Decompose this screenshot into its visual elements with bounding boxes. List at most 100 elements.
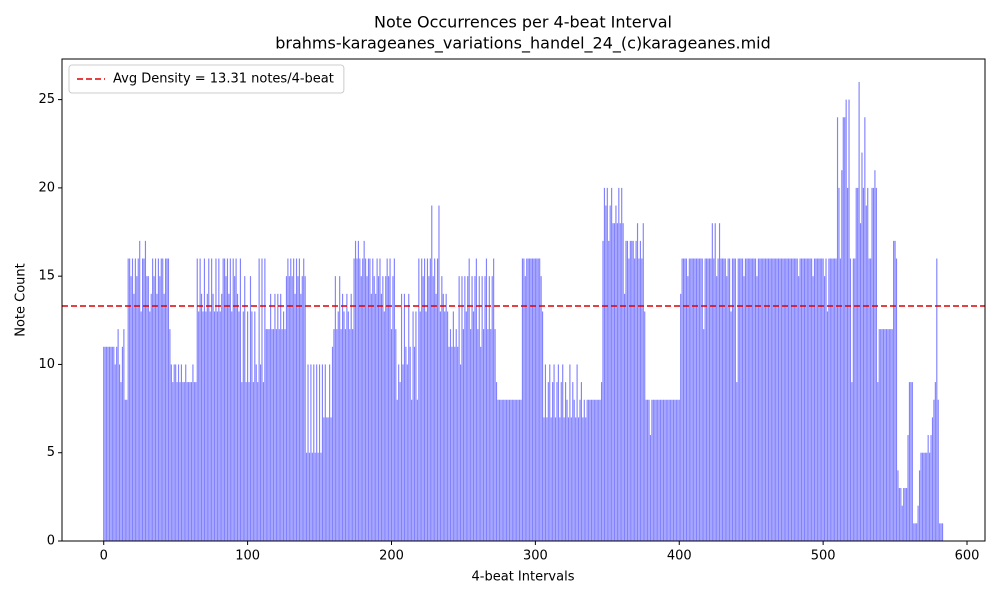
bar xyxy=(854,258,856,541)
bar xyxy=(366,276,368,541)
bar xyxy=(857,187,859,541)
bar xyxy=(495,382,498,541)
bar xyxy=(270,293,272,541)
bar xyxy=(287,258,289,541)
bar xyxy=(241,382,243,541)
bar xyxy=(608,240,610,541)
bar xyxy=(809,258,811,541)
bar xyxy=(765,258,767,541)
bar xyxy=(701,258,703,541)
bar xyxy=(894,240,896,541)
bar xyxy=(792,258,794,541)
bar xyxy=(694,258,696,541)
bar xyxy=(672,399,675,541)
bar xyxy=(606,187,608,541)
bar xyxy=(488,276,490,541)
bar xyxy=(363,240,365,541)
bar xyxy=(877,382,879,541)
bar xyxy=(421,258,423,541)
bar xyxy=(438,205,440,542)
bar xyxy=(494,329,496,541)
bar xyxy=(789,258,791,541)
bar xyxy=(484,276,486,541)
bar xyxy=(882,329,885,541)
bar xyxy=(716,276,718,541)
bar xyxy=(805,258,807,541)
bar xyxy=(283,311,285,541)
bar xyxy=(822,258,824,541)
bar xyxy=(120,382,122,541)
bar xyxy=(232,258,234,541)
bar xyxy=(737,258,739,541)
bar xyxy=(524,276,526,541)
bar xyxy=(540,276,542,541)
bar xyxy=(599,399,601,541)
bar xyxy=(920,452,922,541)
bar xyxy=(544,364,547,541)
bar xyxy=(622,223,624,541)
bar xyxy=(662,399,665,541)
bar xyxy=(216,311,218,541)
bar xyxy=(198,311,200,541)
bar xyxy=(898,488,900,541)
bar xyxy=(706,258,708,541)
bar xyxy=(386,258,388,541)
bar xyxy=(359,258,361,541)
bar xyxy=(337,311,339,541)
bar xyxy=(294,293,296,541)
bar xyxy=(280,293,282,541)
bar xyxy=(823,276,826,541)
bar xyxy=(704,258,706,541)
bar xyxy=(281,329,283,541)
bar xyxy=(324,364,326,541)
bar xyxy=(339,276,341,541)
bar xyxy=(360,276,362,541)
bar xyxy=(143,258,145,541)
bar xyxy=(659,399,662,541)
bar xyxy=(418,258,420,541)
bar xyxy=(278,329,280,541)
bar xyxy=(675,399,677,541)
bar xyxy=(176,382,178,541)
bar xyxy=(767,258,770,541)
bar xyxy=(106,346,108,541)
bar xyxy=(855,187,857,541)
bar xyxy=(749,258,751,541)
bar xyxy=(268,329,270,541)
bar xyxy=(615,205,617,542)
bar xyxy=(649,435,652,541)
bar xyxy=(668,399,670,541)
bar xyxy=(756,276,758,541)
bar xyxy=(772,258,774,541)
bar xyxy=(139,240,141,541)
bar xyxy=(911,382,913,541)
bar xyxy=(334,276,336,541)
bar xyxy=(170,364,172,541)
bar xyxy=(521,258,523,541)
bar xyxy=(795,258,797,541)
bar xyxy=(203,258,206,541)
bar xyxy=(530,258,532,541)
bar xyxy=(295,258,298,541)
bar xyxy=(776,258,778,541)
bar xyxy=(303,258,305,541)
bar xyxy=(741,258,744,541)
bar xyxy=(365,258,367,541)
bar xyxy=(897,470,899,541)
bar xyxy=(459,364,462,541)
bar xyxy=(205,311,207,541)
bar xyxy=(200,293,203,541)
bar xyxy=(255,364,257,541)
bar xyxy=(684,258,686,541)
bar xyxy=(167,258,170,541)
bar xyxy=(927,435,929,541)
bar xyxy=(907,435,909,541)
bar xyxy=(470,329,472,541)
bar xyxy=(693,258,695,541)
bar xyxy=(629,240,631,541)
bar xyxy=(498,399,500,541)
bar xyxy=(390,329,393,541)
bar xyxy=(362,258,364,541)
bar xyxy=(808,258,810,541)
bar xyxy=(865,205,867,542)
